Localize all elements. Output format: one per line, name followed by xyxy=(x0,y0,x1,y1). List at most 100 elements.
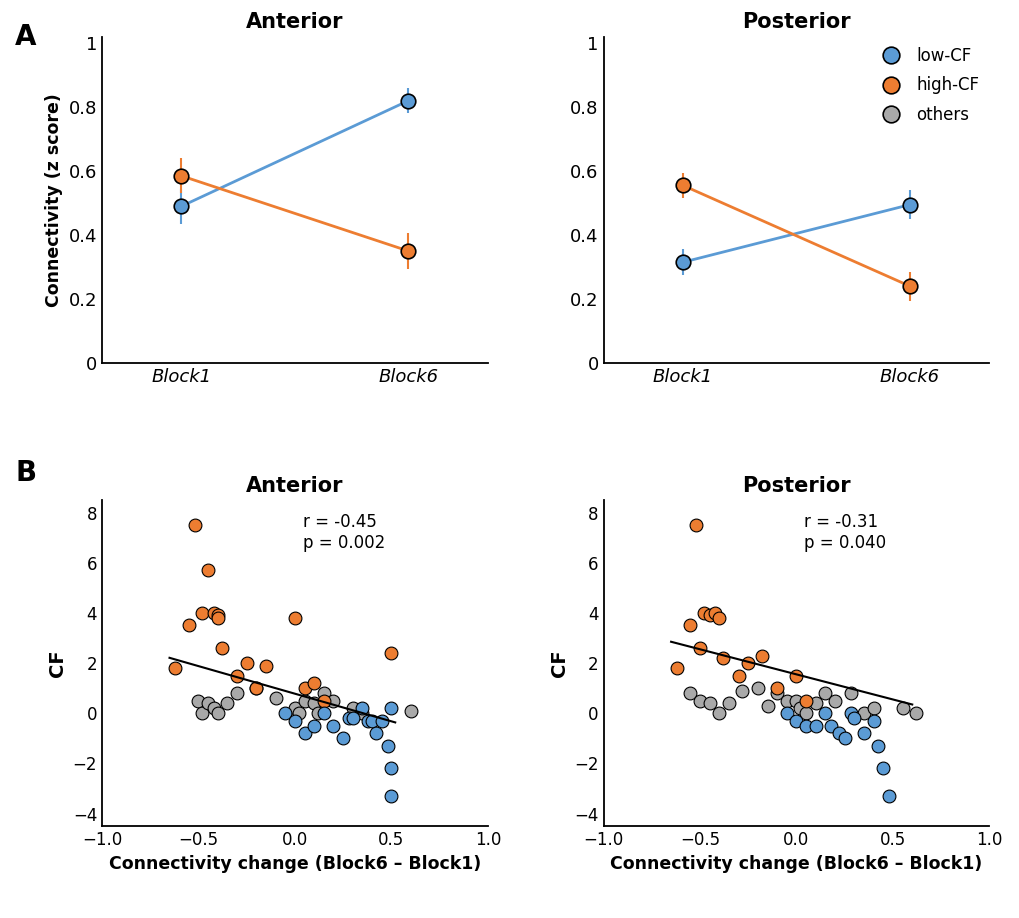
Point xyxy=(710,610,727,625)
Point xyxy=(788,668,804,683)
Point xyxy=(855,726,871,741)
Point xyxy=(688,518,704,532)
Text: r = -0.31
p = 0.040: r = -0.31 p = 0.040 xyxy=(803,513,886,552)
Point xyxy=(399,243,416,258)
Point xyxy=(267,691,283,706)
Title: Anterior: Anterior xyxy=(246,12,343,32)
Point xyxy=(749,681,765,696)
Point xyxy=(691,693,707,708)
Text: B: B xyxy=(15,459,37,487)
Point xyxy=(383,701,399,716)
Point xyxy=(807,719,823,733)
Point xyxy=(213,641,229,655)
Point xyxy=(354,706,370,721)
Point xyxy=(340,711,357,725)
Point xyxy=(206,606,222,621)
Point xyxy=(907,706,923,721)
Point xyxy=(720,696,737,711)
Point xyxy=(354,701,370,716)
Point xyxy=(368,726,384,741)
Point xyxy=(316,706,332,721)
Point xyxy=(829,726,846,741)
Point xyxy=(200,696,216,711)
Point xyxy=(306,696,322,711)
Point xyxy=(701,696,717,711)
Point xyxy=(360,713,376,728)
Point xyxy=(768,681,785,696)
Point xyxy=(753,648,769,663)
Point xyxy=(768,686,785,700)
Point xyxy=(180,618,197,633)
Point xyxy=(855,706,871,721)
Point xyxy=(730,668,746,683)
Point xyxy=(797,719,813,733)
Point xyxy=(248,681,264,696)
Point xyxy=(777,693,794,708)
Point xyxy=(194,706,210,721)
X-axis label: Connectivity change (Block6 – Block1): Connectivity change (Block6 – Block1) xyxy=(109,855,481,873)
Point xyxy=(842,706,858,721)
Text: A: A xyxy=(15,23,37,51)
Point xyxy=(865,713,881,728)
Title: Posterior: Posterior xyxy=(742,476,850,496)
Point xyxy=(846,711,862,725)
Point xyxy=(901,279,917,294)
Point xyxy=(880,789,897,803)
Point xyxy=(758,699,775,713)
Point xyxy=(334,731,351,745)
Point xyxy=(682,618,698,633)
Point xyxy=(290,706,307,721)
Point xyxy=(228,686,245,700)
Point xyxy=(373,713,389,728)
Point xyxy=(200,563,216,577)
Title: Anterior: Anterior xyxy=(246,476,343,496)
Point xyxy=(167,661,183,676)
Point xyxy=(797,693,813,708)
Point xyxy=(383,789,399,803)
Point xyxy=(286,713,303,728)
Point xyxy=(206,701,222,716)
Point xyxy=(194,606,210,621)
Point xyxy=(364,713,380,728)
Point xyxy=(316,693,332,708)
Point xyxy=(675,178,691,193)
Point xyxy=(836,731,852,745)
Point xyxy=(297,726,313,741)
Point xyxy=(822,719,839,733)
Point xyxy=(874,761,891,776)
Point xyxy=(219,696,235,711)
Point xyxy=(701,608,717,622)
Point xyxy=(310,706,326,721)
Point xyxy=(277,706,293,721)
Point xyxy=(901,197,917,212)
Point xyxy=(777,706,794,721)
Point xyxy=(344,701,361,716)
Title: Posterior: Posterior xyxy=(742,12,850,32)
Point xyxy=(173,169,190,184)
Y-axis label: CF: CF xyxy=(549,649,569,677)
Point xyxy=(797,706,813,721)
Point xyxy=(682,686,698,700)
X-axis label: Connectivity change (Block6 – Block1): Connectivity change (Block6 – Block1) xyxy=(609,855,981,873)
Point xyxy=(399,94,416,108)
Point xyxy=(209,608,225,622)
Point xyxy=(191,693,207,708)
Point xyxy=(209,610,225,625)
Point xyxy=(675,255,691,270)
Point xyxy=(286,701,303,716)
Point xyxy=(258,658,274,673)
Point xyxy=(706,606,722,621)
Point xyxy=(788,713,804,728)
Point xyxy=(734,683,750,698)
Text: r = -0.45
p = 0.002: r = -0.45 p = 0.002 xyxy=(303,513,384,552)
Point xyxy=(306,676,322,690)
Point xyxy=(238,655,255,670)
Point xyxy=(691,641,707,655)
Point xyxy=(740,655,756,670)
Legend: low-CF, high-CF, others: low-CF, high-CF, others xyxy=(867,40,985,130)
Point xyxy=(816,706,833,721)
Point xyxy=(383,761,399,776)
Point xyxy=(894,701,910,716)
Point xyxy=(306,719,322,733)
Point xyxy=(710,706,727,721)
